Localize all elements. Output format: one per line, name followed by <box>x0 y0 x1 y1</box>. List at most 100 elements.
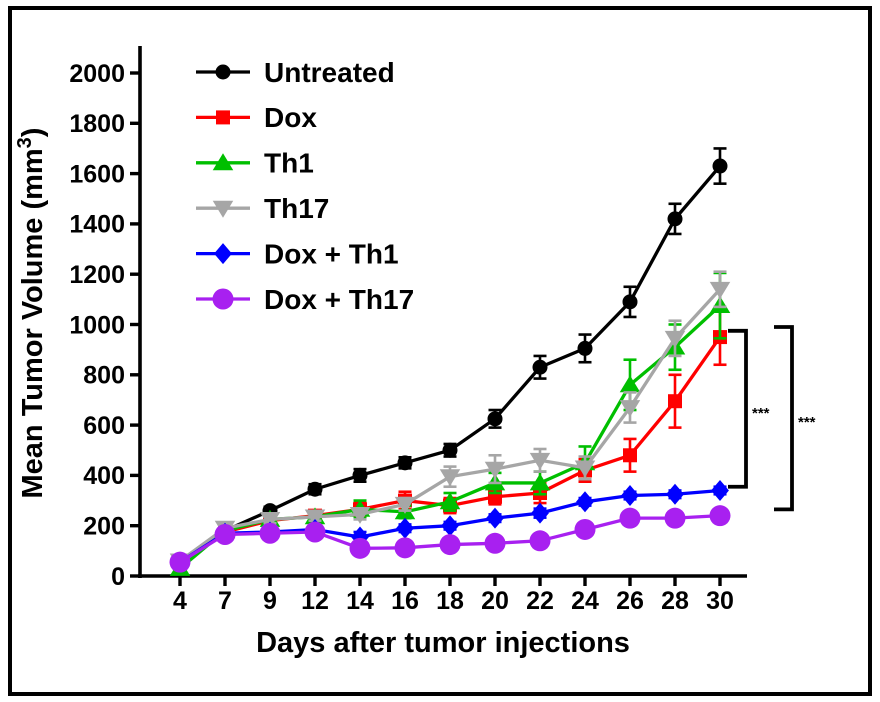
legend-item-dox-th1: Dox + Th1 <box>196 238 399 269</box>
data-point <box>215 64 231 80</box>
data-point <box>352 467 368 483</box>
data-point <box>487 411 503 427</box>
y-tick-label: 1400 <box>69 211 125 239</box>
data-point <box>709 281 731 299</box>
y-tick-label: 400 <box>83 462 125 490</box>
data-point <box>442 442 458 458</box>
data-point <box>304 509 326 527</box>
x-axis: 4 7 9 12 14 16 18 20 22 24 26 28 30 <box>138 574 747 615</box>
data-point <box>574 518 596 540</box>
data-point <box>439 469 461 487</box>
legend-label: Dox <box>264 102 317 133</box>
data-point <box>668 394 682 409</box>
significance-brackets: *** *** <box>728 325 816 512</box>
data-point <box>621 485 639 507</box>
data-point <box>349 506 371 524</box>
x-tick-label: 9 <box>263 587 277 615</box>
data-point <box>531 502 549 524</box>
data-point <box>259 522 281 544</box>
data-point <box>212 288 234 310</box>
x-tick-label: 24 <box>571 587 599 615</box>
data-point <box>397 455 413 471</box>
data-point <box>349 537 371 559</box>
legend-item-th1: Th1 <box>196 148 314 179</box>
series-dox-th17 <box>169 505 731 573</box>
data-point <box>664 330 686 348</box>
data-point <box>529 473 551 491</box>
x-tick-label: 16 <box>391 587 419 615</box>
data-point <box>529 530 551 552</box>
data-point <box>212 200 234 218</box>
data-point <box>212 153 234 171</box>
data-point <box>304 521 326 543</box>
data-point <box>622 294 638 310</box>
data-point <box>169 551 191 573</box>
y-axis-title-superscript: 3 <box>14 137 36 148</box>
data-point <box>441 515 459 537</box>
data-point <box>439 492 461 510</box>
data-point <box>486 507 504 529</box>
data-point <box>619 507 641 529</box>
data-point <box>576 491 594 513</box>
data-point <box>532 359 548 375</box>
legend-label: Th17 <box>264 193 329 224</box>
x-tick-label: 30 <box>706 587 734 615</box>
y-tick-label: 1200 <box>69 261 125 289</box>
legend-item-dox-th17: Dox + Th17 <box>196 284 414 315</box>
y-tick-label: 2000 <box>69 60 125 88</box>
data-point <box>529 452 551 470</box>
data-point <box>619 400 641 417</box>
x-tick-label: 26 <box>616 587 644 615</box>
y-tick-label: 1800 <box>69 110 125 138</box>
x-tick-label: 22 <box>526 587 554 615</box>
data-point <box>666 483 684 505</box>
data-point <box>484 532 506 554</box>
legend-label: Dox + Th17 <box>264 284 414 315</box>
data-point <box>259 512 281 529</box>
data-point <box>394 537 416 559</box>
y-axis-title: Mean Tumor Volume (mm3) <box>14 128 49 499</box>
x-tick-label: 20 <box>481 587 509 615</box>
data-point <box>307 481 323 497</box>
data-point <box>667 211 683 227</box>
y-tick-label: 600 <box>83 412 125 440</box>
legend: Untreated Dox Th1 Th17 Dox + Th1 Dox + Th17 <box>196 57 414 315</box>
bracket <box>774 325 794 512</box>
data-point <box>214 243 232 265</box>
data-point <box>574 460 596 478</box>
data-point <box>623 448 637 463</box>
data-point <box>709 505 731 527</box>
y-tick-label: 1000 <box>69 311 125 339</box>
y-axis-title-text: Mean Tumor Volume (mm <box>17 148 49 498</box>
legend-item-untreated: Untreated <box>196 57 395 88</box>
x-axis-title: Days after tumor injections <box>256 627 630 659</box>
x-tick-label: 28 <box>661 587 689 615</box>
x-tick-label: 7 <box>218 587 232 615</box>
data-point <box>484 461 506 479</box>
legend-item-dox: Dox <box>196 102 317 133</box>
legend-item-th17: Th17 <box>196 193 329 224</box>
y-axis-title-suffix: ) <box>17 128 49 138</box>
x-tick-label: 4 <box>173 587 187 615</box>
data-point <box>396 517 414 539</box>
legend-label: Dox + Th1 <box>264 238 399 269</box>
y-tick-label: 200 <box>83 512 125 540</box>
significance-stars: *** <box>798 414 816 431</box>
figure-border <box>8 6 872 696</box>
data-point <box>712 158 728 174</box>
series-layer <box>169 147 731 576</box>
x-tick-label: 14 <box>346 587 374 615</box>
significance-stars: *** <box>752 405 770 422</box>
x-tick-label: 18 <box>436 587 464 615</box>
y-tick-label: 0 <box>111 563 125 591</box>
legend-label: Th1 <box>264 148 314 179</box>
data-point <box>214 524 236 546</box>
y-tick-label: 1600 <box>69 160 125 188</box>
data-point <box>619 375 641 393</box>
legend-label: Untreated <box>264 57 395 88</box>
y-axis: 0 200 400 600 800 1000 1200 1400 1600 1800 2000 <box>69 46 142 591</box>
data-point <box>664 507 686 529</box>
data-point <box>439 534 461 556</box>
